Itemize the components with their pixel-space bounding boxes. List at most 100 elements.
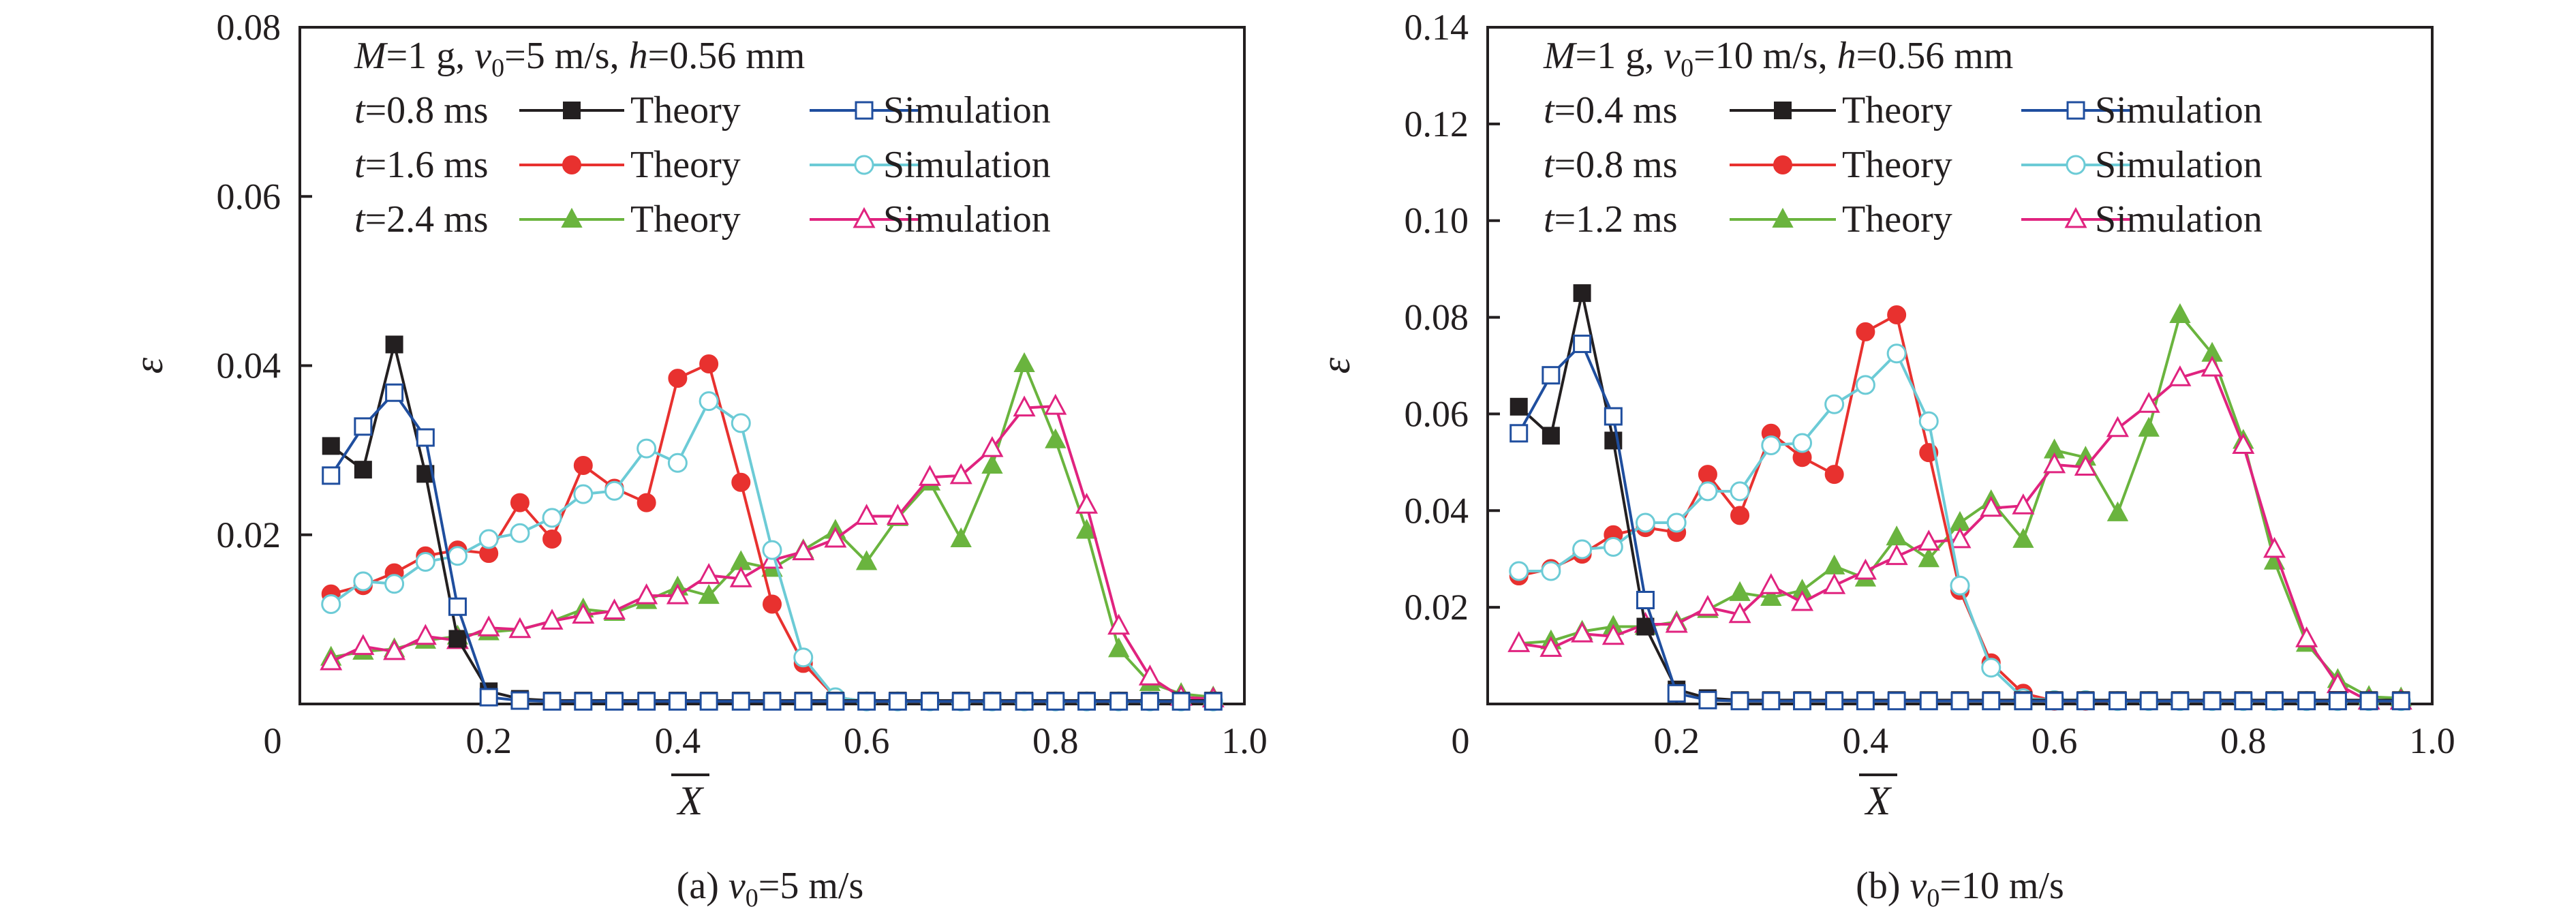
legend-row-2: t=1.6 ms Theory Simulation — [354, 144, 1051, 186]
data-point — [2265, 692, 2284, 711]
x-tick-label: 0.8 — [1032, 720, 1079, 761]
data-point — [1854, 558, 1877, 580]
y-tick-label: 0.10 — [1405, 200, 1469, 241]
data-point — [1950, 692, 1969, 711]
data-point — [1013, 352, 1035, 373]
data-point — [542, 508, 562, 528]
data-point — [1696, 594, 1719, 616]
data-point — [384, 574, 405, 594]
data-point — [573, 484, 594, 504]
data-point — [1539, 636, 1563, 657]
x-axis-label: X — [677, 778, 705, 823]
data-point — [2263, 536, 2286, 558]
data-point — [2234, 692, 2253, 711]
data-point — [1044, 393, 1067, 415]
data-point — [1791, 589, 1814, 611]
data-point — [763, 692, 782, 711]
data-point — [1573, 284, 1591, 303]
data-point — [415, 551, 435, 572]
data-point — [2108, 692, 2127, 711]
data-point — [572, 602, 595, 624]
data-point — [573, 455, 593, 475]
x-tick-label: 0.4 — [1843, 720, 1889, 761]
legend-simulation-marker — [2066, 101, 2085, 120]
series-theory-row2 — [1509, 305, 2411, 711]
y-tick-label: 0.02 — [1405, 587, 1469, 628]
legend-theory-marker — [561, 207, 583, 228]
data-point — [2014, 692, 2033, 711]
data-point — [1107, 613, 1131, 635]
data-point — [951, 692, 970, 711]
legend-row-3: t=2.4 ms Theory Simulation — [354, 198, 1051, 241]
data-point — [414, 624, 437, 645]
data-point — [1730, 481, 1750, 502]
legend-time-label: t=1.2 ms — [1544, 198, 1678, 241]
data-point — [1887, 692, 1906, 711]
legend-theory-label: Theory — [1842, 198, 1952, 241]
data-point — [1917, 530, 1940, 551]
data-point — [1886, 343, 1907, 364]
data-point — [637, 493, 656, 512]
data-point — [1603, 536, 1623, 557]
series-theory-row1 — [1509, 284, 2410, 709]
data-point — [731, 413, 751, 433]
data-point — [448, 630, 467, 648]
data-point — [354, 417, 373, 436]
data-point — [540, 609, 564, 630]
data-point — [1981, 658, 2002, 678]
data-point — [1918, 411, 1939, 431]
data-point — [2106, 501, 2129, 521]
data-point — [699, 354, 719, 374]
data-point — [1824, 394, 1845, 414]
data-point — [385, 383, 404, 402]
legend-simulation-marker — [855, 101, 874, 120]
legend-theory-label: Theory — [630, 144, 741, 186]
legend-theory-label: Theory — [630, 198, 741, 241]
data-point — [666, 583, 689, 604]
data-point — [320, 649, 343, 671]
legend-row-3: t=1.2 ms Theory Simulation — [1544, 198, 2263, 241]
data-point — [920, 692, 939, 711]
data-point — [1856, 322, 1875, 341]
data-point — [949, 463, 972, 485]
data-point — [603, 598, 626, 619]
y-tick-label: 0.06 — [217, 176, 281, 217]
panel-caption: (a) v0=5 m/s — [677, 865, 864, 913]
data-point — [1075, 519, 1098, 539]
data-point — [1542, 366, 1561, 385]
data-point — [1138, 664, 1161, 686]
legend-simulation-label: Simulation — [883, 198, 1051, 241]
data-point — [510, 523, 530, 543]
legend-simulation-marker — [2066, 155, 2086, 175]
data-point — [918, 465, 941, 486]
data-point — [477, 615, 500, 637]
data-point — [826, 692, 845, 711]
data-point — [354, 461, 372, 479]
data-point — [983, 692, 1002, 711]
data-point — [698, 584, 720, 604]
series-line — [1518, 313, 2402, 703]
data-point — [1760, 585, 1782, 606]
data-point — [1573, 335, 1592, 354]
legend-simulation-marker — [853, 206, 876, 228]
series-line — [1518, 292, 2402, 702]
data-point — [321, 594, 341, 615]
data-point — [1793, 692, 1812, 711]
data-point — [1013, 395, 1036, 417]
x-tick-label: 0.4 — [655, 720, 701, 761]
data-point — [383, 639, 406, 660]
data-point — [1077, 692, 1097, 711]
data-point — [1507, 631, 1531, 652]
data-point — [385, 335, 403, 354]
data-point — [1823, 554, 1845, 574]
data-point — [1015, 692, 1034, 711]
data-point — [2232, 433, 2255, 455]
legend-theory-label: Theory — [1842, 144, 1952, 186]
data-point — [2137, 392, 2160, 413]
y-axis-label: ε — [126, 357, 171, 373]
data-point — [2138, 416, 2160, 437]
data-point — [2295, 626, 2318, 647]
legend-simulation-label: Simulation — [883, 144, 1051, 186]
data-point — [1886, 525, 1907, 546]
data-point — [855, 504, 878, 525]
